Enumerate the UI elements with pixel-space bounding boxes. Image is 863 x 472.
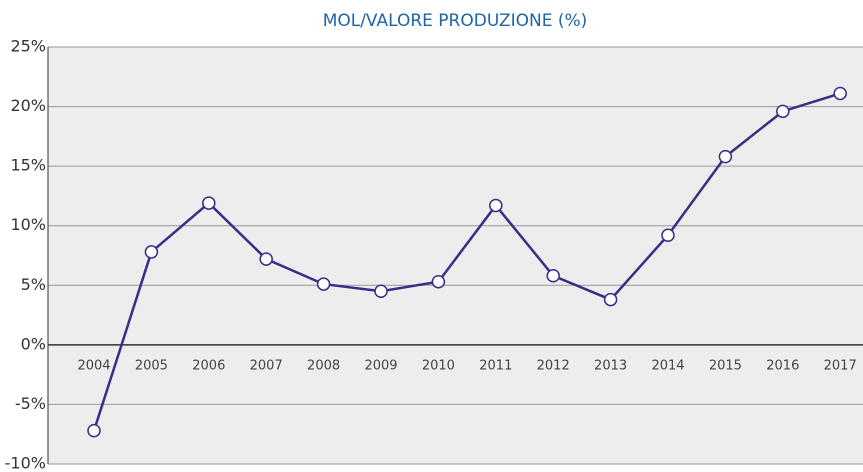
point-marker (87, 423, 101, 438)
y-tick-label: 15% (10, 156, 46, 175)
x-tick-label: 2005 (135, 358, 168, 373)
x-tick-label: 2009 (364, 358, 397, 373)
plot-area (48, 47, 863, 464)
y-tick-label: 0% (21, 334, 46, 353)
x-tick-label: 2013 (594, 358, 627, 373)
y-tick-label: 5% (21, 275, 46, 294)
point-marker (718, 149, 733, 164)
point-marker (259, 252, 273, 266)
point-marker (603, 292, 618, 307)
y-tick-label: -5% (15, 394, 46, 413)
point-marker (776, 104, 790, 119)
x-tick-label: 2004 (77, 358, 110, 373)
y-tick-label: -10% (5, 454, 46, 472)
point-marker (374, 284, 388, 298)
x-tick-label: 2007 (250, 358, 283, 373)
x-tick-label: 2008 (307, 358, 340, 373)
point-marker (833, 86, 847, 101)
chart-title: MOL/VALORE PRODUZIONE (%) (323, 11, 588, 31)
x-tick-label: 2017 (824, 358, 857, 373)
x-tick-label: 2016 (766, 358, 799, 373)
point-marker (431, 274, 446, 289)
y-tick-label: 10% (10, 215, 46, 234)
point-marker (316, 277, 331, 291)
point-marker (489, 198, 503, 213)
x-tick-label: 2011 (479, 358, 512, 373)
y-tick-label: 20% (10, 96, 46, 115)
series-line (92, 92, 841, 432)
y-tick-label: 25% (10, 37, 46, 56)
point-marker (661, 228, 675, 242)
x-tick-label: 2015 (709, 358, 742, 373)
x-tick-label: 2012 (537, 358, 570, 373)
x-tick-label: 2010 (422, 358, 455, 373)
point-marker (546, 269, 560, 283)
x-tick-label: 2006 (192, 358, 225, 373)
x-tick-label: 2014 (651, 358, 684, 373)
point-marker (202, 196, 216, 210)
point-marker (144, 245, 159, 259)
